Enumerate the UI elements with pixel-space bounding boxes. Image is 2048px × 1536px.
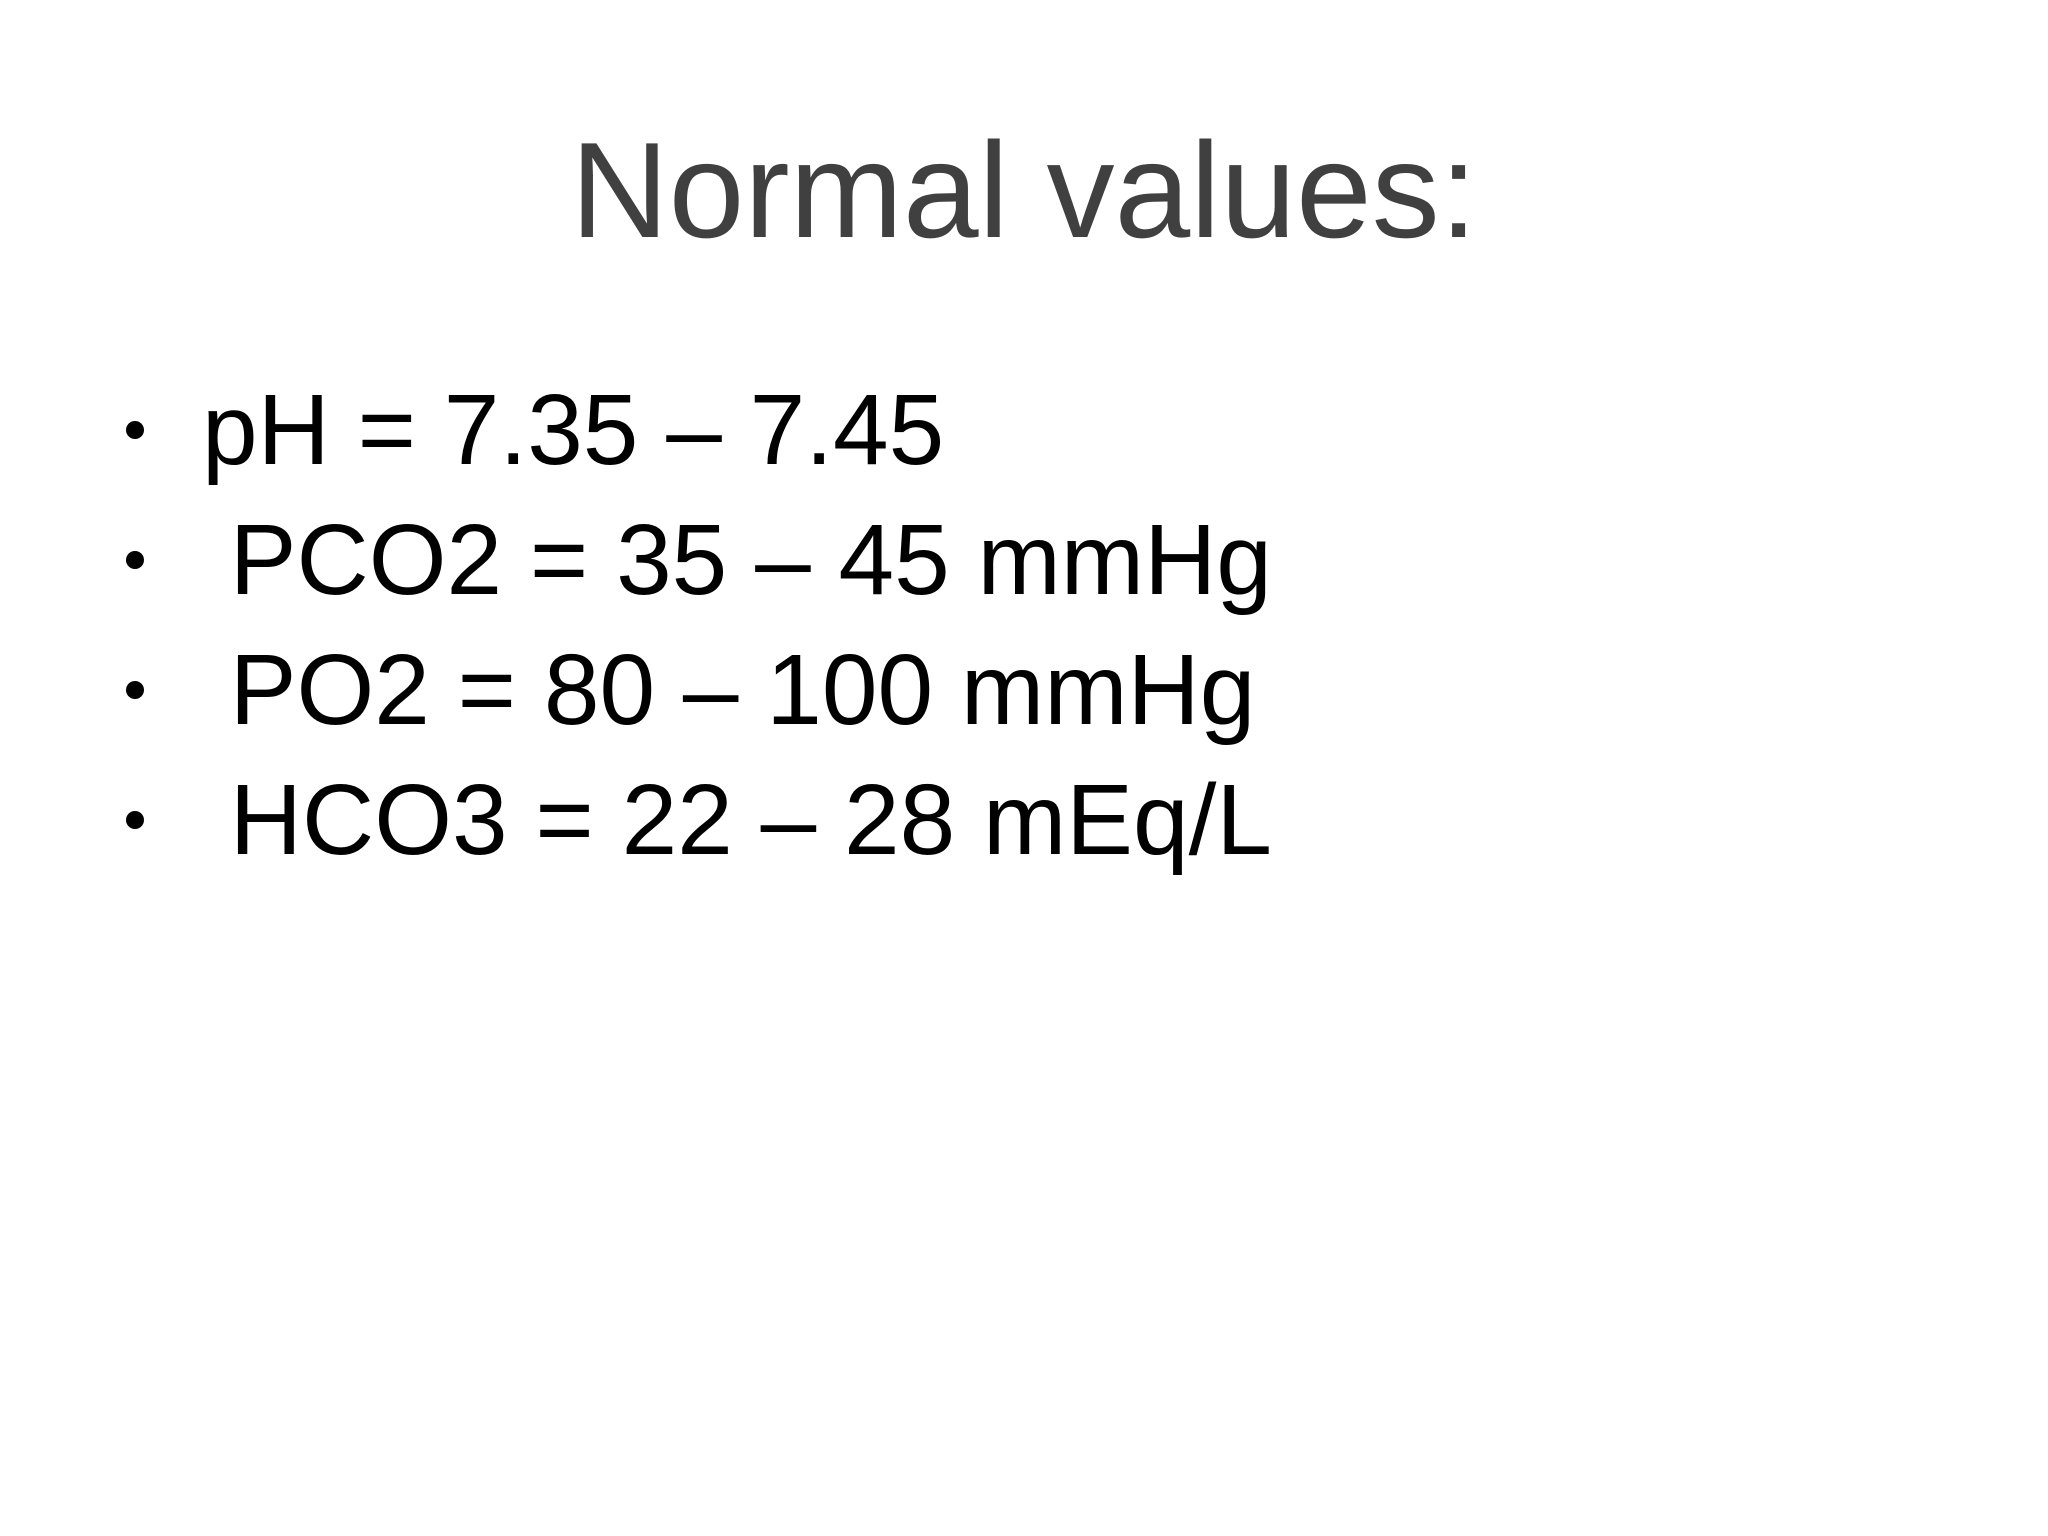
bullet-item: PCO2 = 35 – 45 mmHg — [0, 495, 1272, 625]
bullet-text: PCO2 = 35 – 45 mmHg — [202, 504, 1272, 616]
bullet-dot — [126, 811, 144, 829]
bullet-item: pH = 7.35 – 7.45 — [0, 365, 1272, 495]
bullet-dot — [126, 421, 144, 439]
bullet-list: pH = 7.35 – 7.45 PCO2 = 35 – 45 mmHg PO2… — [0, 365, 1272, 885]
bullet-item: HCO3 = 22 – 28 mEq/L — [0, 755, 1272, 885]
bullet-text: HCO3 = 22 – 28 mEq/L — [202, 764, 1273, 876]
bullet-text: pH = 7.35 – 7.45 — [202, 374, 945, 486]
bullet-item: PO2 = 80 – 100 mmHg — [0, 625, 1272, 755]
bullet-dot — [126, 551, 144, 569]
bullet-dot — [126, 681, 144, 699]
bullet-text: PO2 = 80 – 100 mmHg — [202, 634, 1256, 746]
slide-title: Normal values: — [570, 114, 1478, 266]
